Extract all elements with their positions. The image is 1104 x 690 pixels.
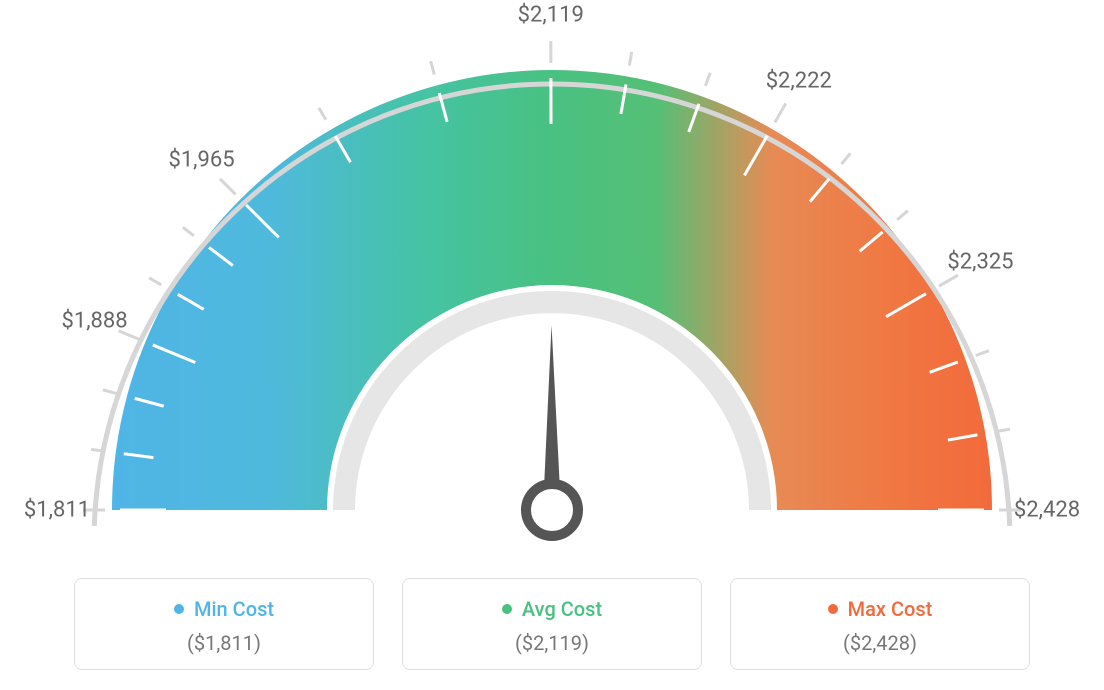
gauge-tick-label: $1,965 [168, 148, 234, 173]
legend-card-value: ($2,428) [747, 631, 1013, 655]
legend-card-avg: Avg Cost ($2,119) [402, 578, 702, 670]
gauge-tick-outer [91, 449, 105, 451]
bullet-icon [174, 604, 184, 614]
gauge-tick-label: $2,222 [766, 68, 832, 93]
gauge-tick-outer [149, 278, 161, 285]
legend-card-value: ($2,119) [419, 631, 685, 655]
legend-card-title-text: Max Cost [848, 597, 933, 621]
gauge-tick-label: $1,811 [24, 498, 90, 523]
legend-card-title: Max Cost [747, 597, 1013, 621]
gauge-tick-label: $2,428 [1014, 498, 1080, 523]
gauge-tick-outer [319, 108, 326, 120]
gauge-tick-label: $1,888 [61, 308, 127, 333]
gauge-needle-hub [526, 484, 578, 536]
gauge-tick-outer [976, 351, 989, 356]
gauge-tick-label: $2,119 [518, 3, 584, 28]
legend-row: Min Cost ($1,811) Avg Cost ($2,119) Max Cost… [0, 578, 1104, 670]
gauge-area: $1,811 $1,888 $1,965 $2,119 $2,222 $2,325 $2,4… [0, 0, 1104, 560]
gauge-tick-outer [183, 227, 194, 236]
legend-card-min: Min Cost ($1,811) [74, 578, 374, 670]
gauge-tick-outer [629, 52, 631, 66]
legend-card-max: Max Cost ($2,428) [730, 578, 1030, 670]
gauge-svg [0, 0, 1104, 560]
legend-card-title: Avg Cost [419, 597, 685, 621]
bullet-icon [502, 604, 512, 614]
bullet-icon [828, 604, 838, 614]
gauge-tick-outer [103, 390, 117, 394]
gauge-tick-outer [939, 275, 958, 286]
gauge-tick-outer [841, 153, 850, 164]
gauge-tick-outer [220, 179, 236, 195]
legend-card-title: Min Cost [91, 597, 357, 621]
cost-gauge-figure: $1,811 $1,888 $1,965 $2,119 $2,222 $2,325 $2,4… [0, 0, 1104, 690]
gauge-tick-outer [705, 73, 710, 86]
gauge-tick-outer [775, 103, 786, 122]
legend-card-title-text: Avg Cost [522, 597, 602, 621]
gauge-tick-label: $2,325 [947, 250, 1013, 275]
legend-card-value: ($1,811) [91, 631, 357, 655]
gauge-tick-outer [897, 211, 908, 220]
gauge-tick-outer [431, 61, 435, 75]
legend-card-title-text: Min Cost [194, 597, 274, 621]
